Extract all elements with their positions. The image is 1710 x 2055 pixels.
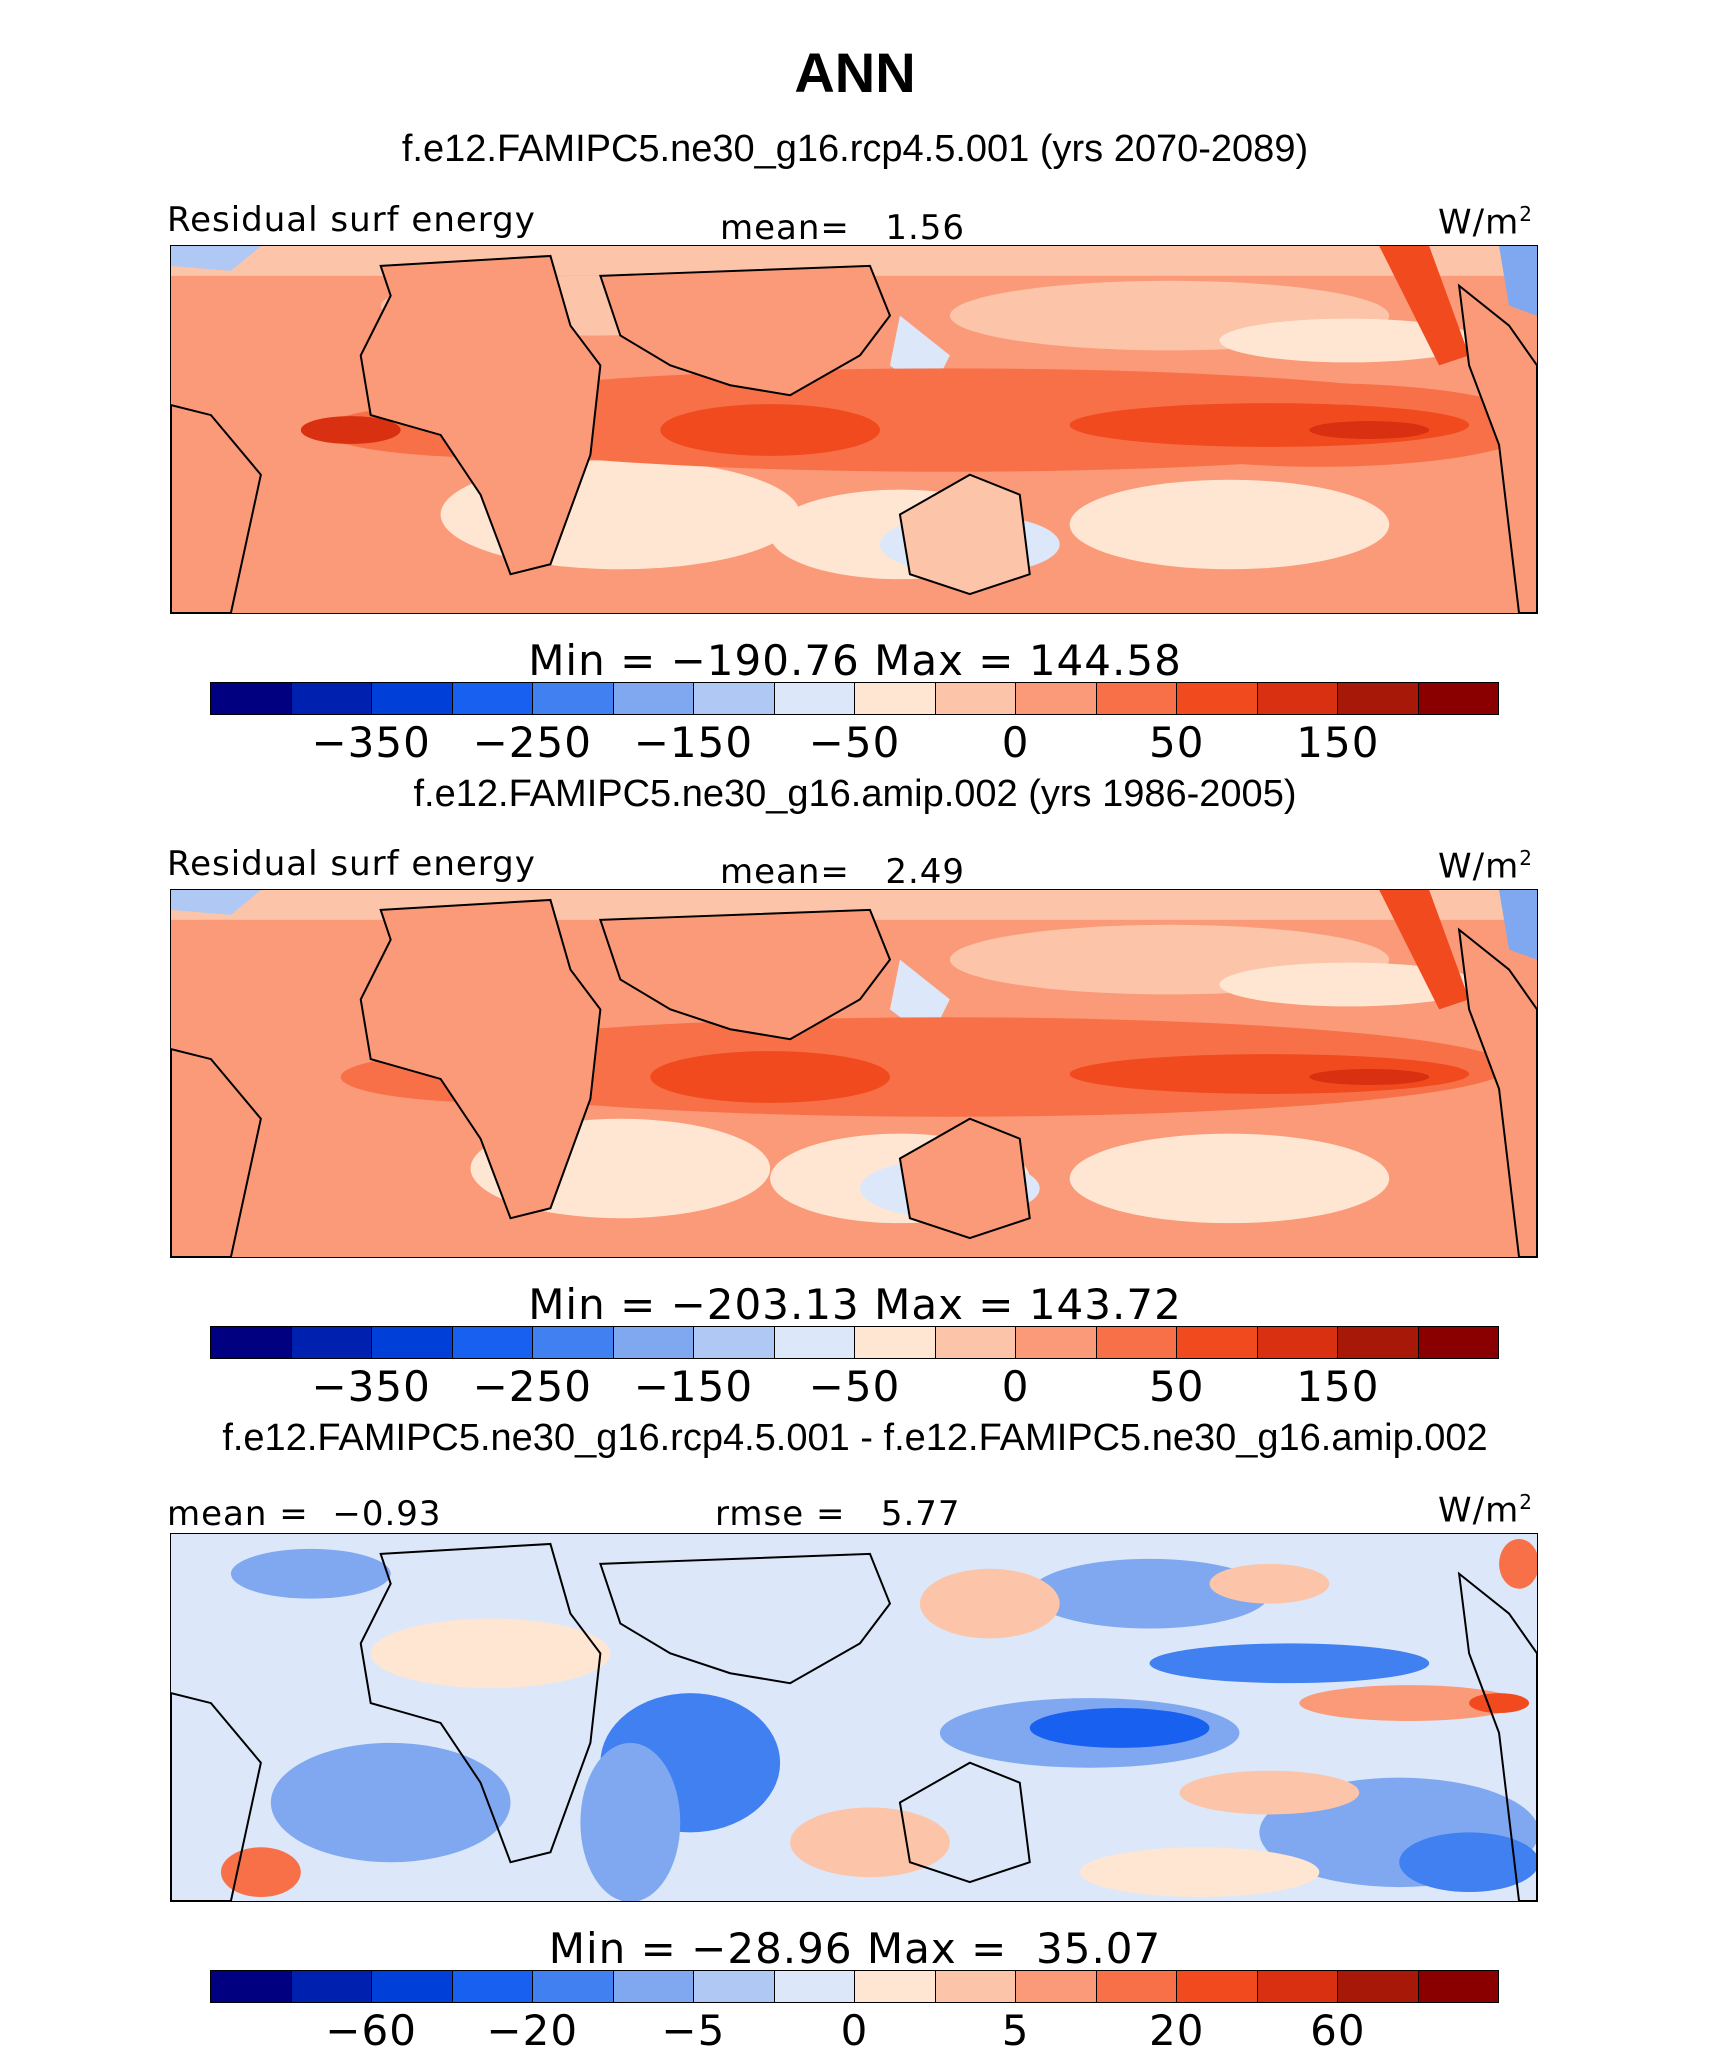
panel-2-subtitle: f.e12.FAMIPC5.ne30_g16.amip.002 (yrs 198… bbox=[413, 773, 1297, 815]
panel-2-min-max: Min = −203.13 Max = 143.72 bbox=[528, 1280, 1182, 1329]
colorbar-tick-label: −150 bbox=[633, 1362, 754, 1411]
colorbar-swatch bbox=[291, 683, 372, 714]
colorbar-swatch bbox=[452, 1971, 533, 2002]
figure-title: ANN bbox=[794, 41, 916, 104]
colorbar-tick-label: −250 bbox=[472, 718, 592, 767]
colorbar-swatch bbox=[291, 1971, 372, 2002]
colorbar-tick-label: 150 bbox=[1296, 718, 1380, 767]
panel-3-units: W/m2 bbox=[1438, 1490, 1533, 1531]
colorbar-swatch bbox=[694, 683, 775, 714]
colorbar-swatch bbox=[1257, 1971, 1338, 2002]
colorbar-tick-label: 0 bbox=[1001, 718, 1030, 767]
colorbar-swatch bbox=[855, 1971, 936, 2002]
panel-1-units: W/m2 bbox=[1438, 202, 1533, 243]
colorbar-swatch bbox=[1096, 1327, 1177, 1358]
colorbar-swatch bbox=[613, 683, 694, 714]
colorbar-swatch bbox=[855, 1327, 936, 1358]
panel-1-subtitle: f.e12.FAMIPC5.ne30_g16.rcp4.5.001 (yrs 2… bbox=[401, 128, 1309, 170]
colorbar-tick-label: −350 bbox=[311, 1362, 431, 1411]
colorbar-swatch bbox=[211, 1971, 292, 2002]
panel-3-colorbar bbox=[210, 1970, 1499, 2003]
colorbar-swatch bbox=[291, 1327, 372, 1358]
colorbar-swatch bbox=[1418, 683, 1498, 714]
colorbar-swatch bbox=[1257, 1327, 1338, 1358]
colorbar-tick-label: −50 bbox=[808, 1362, 901, 1411]
colorbar-swatch bbox=[935, 1971, 1016, 2002]
colorbar-swatch bbox=[1096, 683, 1177, 714]
panel-1-variable-label: Residual surf energy bbox=[167, 200, 536, 240]
colorbar-tick-label: −60 bbox=[325, 2006, 417, 2055]
panel-1-map bbox=[170, 245, 1538, 614]
panel-1-min-max: Min = −190.76 Max = 144.58 bbox=[528, 636, 1182, 685]
colorbar-swatch bbox=[1016, 683, 1097, 714]
colorbar-swatch bbox=[774, 683, 855, 714]
colorbar-swatch bbox=[211, 683, 292, 714]
colorbar-tick-label: −250 bbox=[472, 1362, 592, 1411]
colorbar-tick-label: 20 bbox=[1149, 2006, 1205, 2055]
panel-2-colorbar bbox=[210, 1326, 1499, 1359]
colorbar-swatch bbox=[533, 683, 614, 714]
colorbar-tick-label: 50 bbox=[1149, 1362, 1205, 1411]
colorbar-swatch bbox=[774, 1327, 855, 1358]
colorbar-swatch bbox=[533, 1971, 614, 2002]
panel-3-map bbox=[170, 1533, 1538, 1902]
colorbar-swatch bbox=[774, 1971, 855, 2002]
colorbar-swatch bbox=[613, 1327, 694, 1358]
colorbar-tick-label: 0 bbox=[1001, 1362, 1030, 1411]
panel-2-map bbox=[170, 889, 1538, 1258]
panel-2-variable-label: Residual surf energy bbox=[167, 844, 536, 884]
colorbar-swatch bbox=[613, 1971, 694, 2002]
colorbar-tick-label: −150 bbox=[633, 718, 754, 767]
colorbar-swatch bbox=[855, 683, 936, 714]
colorbar-swatch bbox=[372, 1327, 453, 1358]
colorbar-swatch bbox=[1338, 1971, 1419, 2002]
colorbar-swatch bbox=[452, 1327, 533, 1358]
colorbar-tick-label: 150 bbox=[1296, 1362, 1380, 1411]
colorbar-swatch bbox=[1338, 1327, 1419, 1358]
colorbar-swatch bbox=[1338, 683, 1419, 714]
colorbar-swatch bbox=[694, 1971, 775, 2002]
colorbar-swatch bbox=[1177, 1971, 1258, 2002]
colorbar-swatch bbox=[533, 1327, 614, 1358]
colorbar-tick-label: −5 bbox=[661, 2006, 726, 2055]
colorbar-tick-label: 0 bbox=[840, 2006, 869, 2055]
colorbar-tick-label: −350 bbox=[311, 718, 431, 767]
colorbar-tick-label: −20 bbox=[486, 2006, 579, 2055]
colorbar-swatch bbox=[935, 1327, 1016, 1358]
colorbar-swatch bbox=[372, 683, 453, 714]
colorbar-tick-label: 60 bbox=[1310, 2006, 1366, 2055]
colorbar-swatch bbox=[1257, 683, 1338, 714]
panel-3-subtitle: f.e12.FAMIPC5.ne30_g16.rcp4.5.001 - f.e1… bbox=[222, 1417, 1488, 1459]
colorbar-swatch bbox=[452, 683, 533, 714]
colorbar-swatch bbox=[1418, 1327, 1498, 1358]
colorbar-swatch bbox=[1016, 1971, 1097, 2002]
colorbar-swatch bbox=[1418, 1971, 1498, 2002]
panel-1-colorbar bbox=[210, 682, 1499, 715]
panel-2-units: W/m2 bbox=[1438, 846, 1533, 887]
colorbar-tick-label: 50 bbox=[1149, 718, 1205, 767]
panel-2-mean-label: mean= 2.49 bbox=[720, 852, 966, 892]
colorbar-tick-label: 5 bbox=[1001, 2006, 1030, 2055]
colorbar-swatch bbox=[1177, 683, 1258, 714]
colorbar-swatch bbox=[935, 683, 1016, 714]
panel-3-min-max: Min = −28.96 Max = 35.07 bbox=[548, 1924, 1162, 1973]
colorbar-swatch bbox=[372, 1971, 453, 2002]
colorbar-swatch bbox=[211, 1327, 292, 1358]
colorbar-swatch bbox=[1096, 1971, 1177, 2002]
colorbar-swatch bbox=[1016, 1327, 1097, 1358]
panel-3-mean-label: mean = −0.93 bbox=[167, 1494, 442, 1534]
colorbar-tick-label: −50 bbox=[808, 718, 901, 767]
panel-1-mean-label: mean= 1.56 bbox=[720, 208, 966, 248]
colorbar-swatch bbox=[1177, 1327, 1258, 1358]
panel-3-rmse-label: rmse = 5.77 bbox=[715, 1494, 961, 1534]
colorbar-swatch bbox=[694, 1327, 775, 1358]
